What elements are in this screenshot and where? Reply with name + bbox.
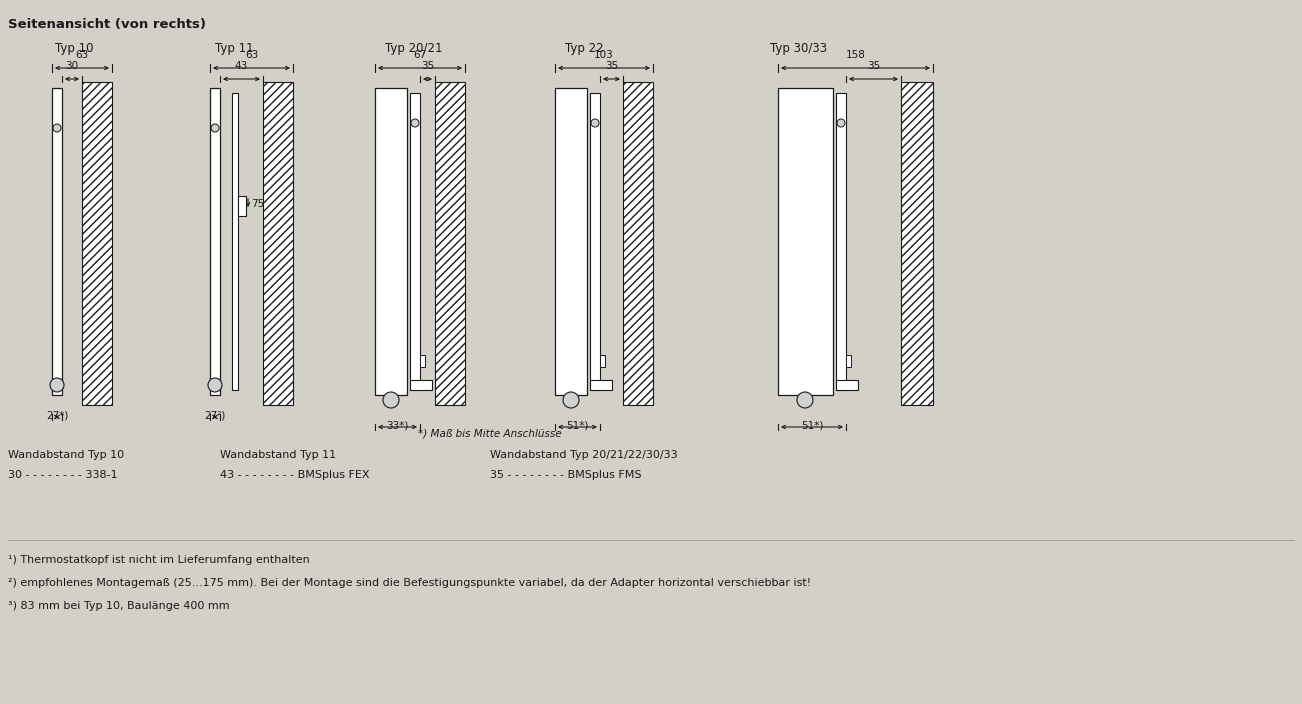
Circle shape: [837, 119, 845, 127]
Text: 51*): 51*): [801, 420, 823, 430]
Bar: [410, 93, 421, 390]
Circle shape: [211, 124, 219, 132]
Bar: [435, 82, 465, 405]
Text: Typ 20/21: Typ 20/21: [385, 42, 443, 55]
Bar: [590, 93, 600, 390]
Text: 35: 35: [421, 61, 434, 71]
Bar: [622, 82, 654, 405]
Text: Wandabstand Typ 11: Wandabstand Typ 11: [220, 450, 336, 460]
Circle shape: [208, 378, 223, 392]
Circle shape: [53, 124, 61, 132]
Text: 27²): 27²): [204, 410, 225, 420]
Bar: [421, 355, 424, 367]
Text: ¹) Thermostatkopf ist nicht im Lieferumfang enthalten: ¹) Thermostatkopf ist nicht im Lieferumf…: [8, 555, 310, 565]
Bar: [836, 380, 858, 390]
Text: 43: 43: [234, 61, 249, 71]
Bar: [590, 380, 612, 390]
Circle shape: [797, 392, 812, 408]
Text: Typ 30/33: Typ 30/33: [769, 42, 827, 55]
Bar: [836, 93, 846, 390]
Bar: [238, 196, 246, 216]
Bar: [82, 82, 112, 405]
Bar: [846, 355, 852, 367]
Text: Wandabstand Typ 20/21/22/30/33: Wandabstand Typ 20/21/22/30/33: [490, 450, 677, 460]
Text: 103: 103: [594, 50, 613, 60]
Text: 67: 67: [413, 50, 427, 60]
Text: 158: 158: [845, 50, 866, 60]
Text: 63: 63: [76, 50, 89, 60]
Text: 35 - - - - - - - - BMSplus FMS: 35 - - - - - - - - BMSplus FMS: [490, 470, 642, 480]
Text: 30: 30: [65, 61, 78, 71]
Bar: [232, 93, 238, 390]
Circle shape: [49, 378, 64, 392]
Circle shape: [383, 392, 398, 408]
Bar: [410, 380, 432, 390]
Text: 63: 63: [245, 50, 258, 60]
Text: Typ 11: Typ 11: [215, 42, 254, 55]
Text: ²) empfohlenes Montagemaß (25...175 mm). Bei der Montage sind die Befestigungspu: ²) empfohlenes Montagemaß (25...175 mm).…: [8, 578, 811, 588]
Text: 35: 35: [867, 61, 880, 71]
Bar: [600, 355, 605, 367]
Text: ³) 83 mm bei Typ 10, Baulänge 400 mm: ³) 83 mm bei Typ 10, Baulänge 400 mm: [8, 601, 229, 611]
Text: *) Maß bis Mitte Anschlüsse: *) Maß bis Mitte Anschlüsse: [418, 428, 561, 438]
Bar: [779, 88, 833, 395]
Bar: [555, 88, 587, 395]
Bar: [375, 88, 408, 395]
Text: 43 - - - - - - - - BMSplus FEX: 43 - - - - - - - - BMSplus FEX: [220, 470, 370, 480]
Text: 51*): 51*): [566, 420, 589, 430]
Text: Wandabstand Typ 10: Wandabstand Typ 10: [8, 450, 124, 460]
Text: Typ 22: Typ 22: [565, 42, 604, 55]
Circle shape: [562, 392, 579, 408]
Text: Typ 10: Typ 10: [55, 42, 94, 55]
Bar: [52, 88, 62, 395]
Bar: [901, 82, 934, 405]
Text: 27*): 27*): [46, 410, 68, 420]
Bar: [210, 88, 220, 395]
Circle shape: [411, 119, 419, 127]
Text: 30 - - - - - - - - 338-1: 30 - - - - - - - - 338-1: [8, 470, 117, 480]
Bar: [263, 82, 293, 405]
Circle shape: [591, 119, 599, 127]
Text: Seitenansicht (von rechts): Seitenansicht (von rechts): [8, 18, 206, 31]
Text: 33*): 33*): [387, 420, 409, 430]
Text: 35: 35: [605, 61, 618, 71]
Text: 75: 75: [251, 199, 264, 209]
